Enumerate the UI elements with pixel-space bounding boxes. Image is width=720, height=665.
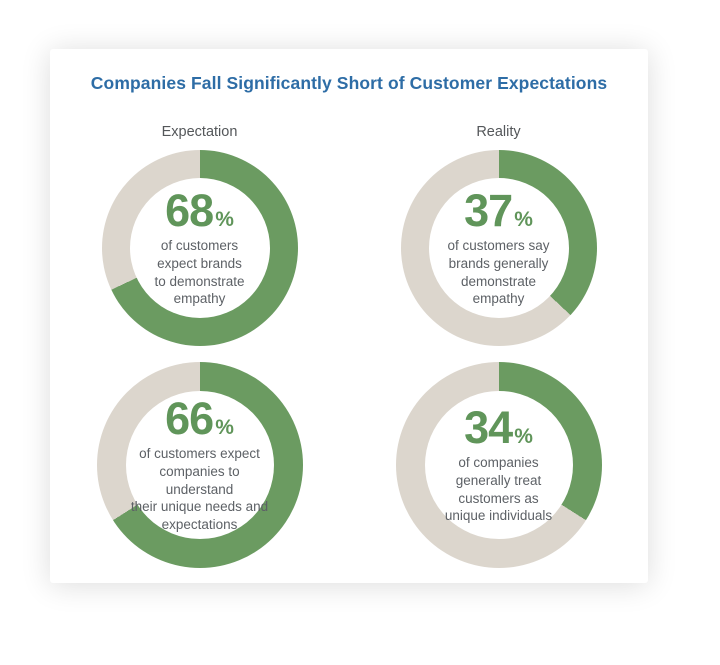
donut-chart-expectation-empathy: 68% of customers expect brands to demons…	[101, 150, 298, 346]
chart-title: Companies Fall Significantly Short of Cu…	[90, 73, 608, 93]
infographic-card: Companies Fall Significantly Short of Cu…	[50, 49, 648, 583]
percent-value: 37%	[464, 188, 533, 233]
percent-sign: %	[514, 424, 533, 448]
percent-number: 68	[165, 184, 214, 236]
percent-value: 68%	[165, 188, 234, 233]
percent-sign: %	[215, 207, 234, 231]
percent-number: 66	[165, 392, 214, 444]
percent-number: 37	[464, 184, 513, 236]
donut-hole: 34% of companies generally treat custome…	[424, 391, 573, 539]
percent-number: 34	[464, 401, 513, 453]
donut-caption: of customers expect brands to demonstrat…	[154, 237, 245, 307]
percent-value: 66%	[165, 396, 234, 441]
percent-sign: %	[215, 415, 234, 439]
donut-chart-expectation-understanding: 66% of customers expect companies to und…	[96, 362, 303, 568]
donut-hole: 68% of customers expect brands to demons…	[129, 178, 270, 318]
donut-chart-reality-empathy: 37% of customers say brands generally de…	[400, 150, 597, 346]
donut-caption: of companies generally treat customers a…	[444, 454, 553, 524]
percent-sign: %	[514, 207, 533, 231]
donut-caption: of customers expect companies to underst…	[130, 445, 269, 533]
column-headers: Expectation Reality	[50, 124, 648, 140]
column-header-expectation: Expectation	[161, 124, 238, 140]
donut-hole: 66% of customers expect companies to und…	[125, 391, 274, 539]
donut-hole: 37% of customers say brands generally de…	[428, 178, 569, 318]
percent-value: 34%	[464, 405, 533, 450]
donut-chart-reality-individuals: 34% of companies generally treat custome…	[395, 362, 602, 568]
column-header-reality: Reality	[476, 124, 521, 140]
donut-caption: of customers say brands generally demons…	[447, 237, 550, 307]
donut-grid: 68% of customers expect brands to demons…	[50, 150, 648, 568]
